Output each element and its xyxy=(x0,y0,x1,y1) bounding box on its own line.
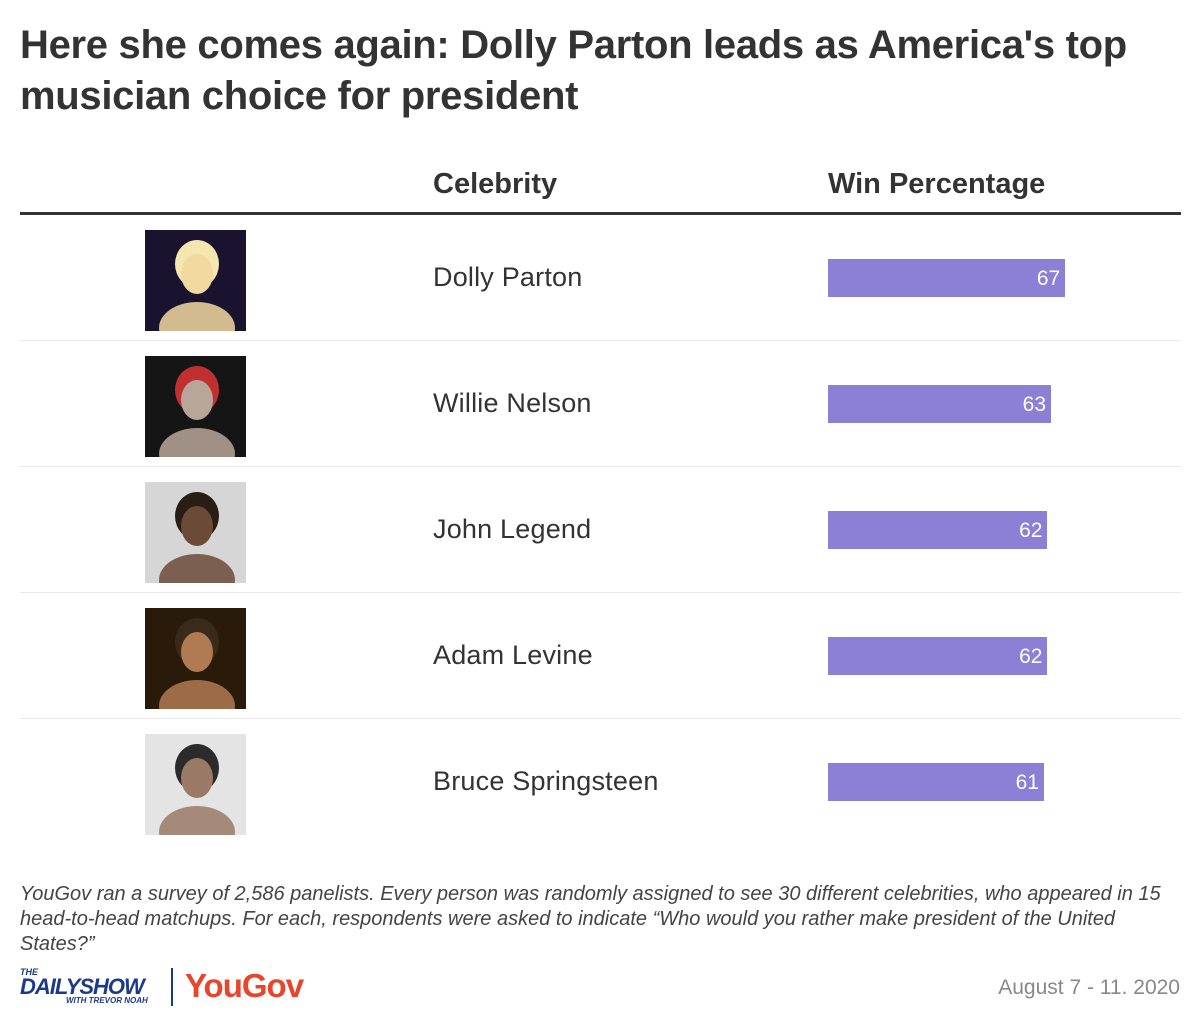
table-row: Bruce Springsteen 61 xyxy=(20,719,1181,844)
bar-value-label: 62 xyxy=(1019,519,1043,542)
column-header-celebrity: Celebrity xyxy=(433,168,558,200)
yougov-logo: YouGov xyxy=(185,967,304,1004)
chart-rows: Dolly Parton 67 Willie Nelson 63 John Legend… xyxy=(20,215,1181,844)
celebrity-name: Bruce Springsteen xyxy=(433,766,659,796)
celebrity-photo xyxy=(145,734,246,835)
win-percentage-bar: 62 xyxy=(828,511,1048,549)
celebrity-photo xyxy=(145,356,246,457)
daily-show-logo-with: WITH TREVOR NOAH xyxy=(66,996,148,1005)
column-header-win-percentage: Win Percentage xyxy=(828,168,1046,200)
table-row: John Legend 62 xyxy=(20,467,1181,593)
celebrity-name: Adam Levine xyxy=(433,640,593,670)
win-percentage-bar: 63 xyxy=(828,385,1052,423)
bar-value-label: 67 xyxy=(1036,267,1061,290)
daily-show-logo-the: THE xyxy=(20,967,38,977)
table-row: Adam Levine 62 xyxy=(20,593,1181,719)
bar-value-label: 61 xyxy=(1015,771,1039,794)
logos: THE DAILYSHOW WITH TREVOR NOAH YouGov xyxy=(20,966,340,1010)
celebrity-photo xyxy=(145,608,246,709)
table-row: Dolly Parton 67 xyxy=(20,215,1181,341)
header-divider xyxy=(20,212,1181,215)
bar-value-label: 63 xyxy=(1022,393,1047,416)
footnote: YouGov ran a survey of 2,586 panelists. … xyxy=(20,883,1161,955)
celebrity-name: Willie Nelson xyxy=(433,388,592,418)
win-percentage-bar: 67 xyxy=(828,259,1066,297)
bar-value-label: 62 xyxy=(1019,645,1043,668)
win-percentage-bar: 62 xyxy=(828,637,1048,675)
table-row: Willie Nelson 63 xyxy=(20,341,1181,467)
daily-show-logo: THE DAILYSHOW WITH TREVOR NOAH xyxy=(20,966,160,1006)
celebrity-photo xyxy=(145,230,246,331)
daily-show-logo-name: DAILYSHOW xyxy=(20,974,145,999)
celebrity-photo xyxy=(145,482,246,583)
celebrity-name: John Legend xyxy=(433,514,592,544)
logo-divider xyxy=(171,968,173,1006)
win-percentage-bar: 61 xyxy=(828,763,1044,801)
celebrity-name: Dolly Parton xyxy=(433,262,583,292)
chart-title: Here she comes again: Dolly Parton leads… xyxy=(20,23,1127,118)
survey-date: August 7 - 11. 2020 xyxy=(998,976,1180,999)
